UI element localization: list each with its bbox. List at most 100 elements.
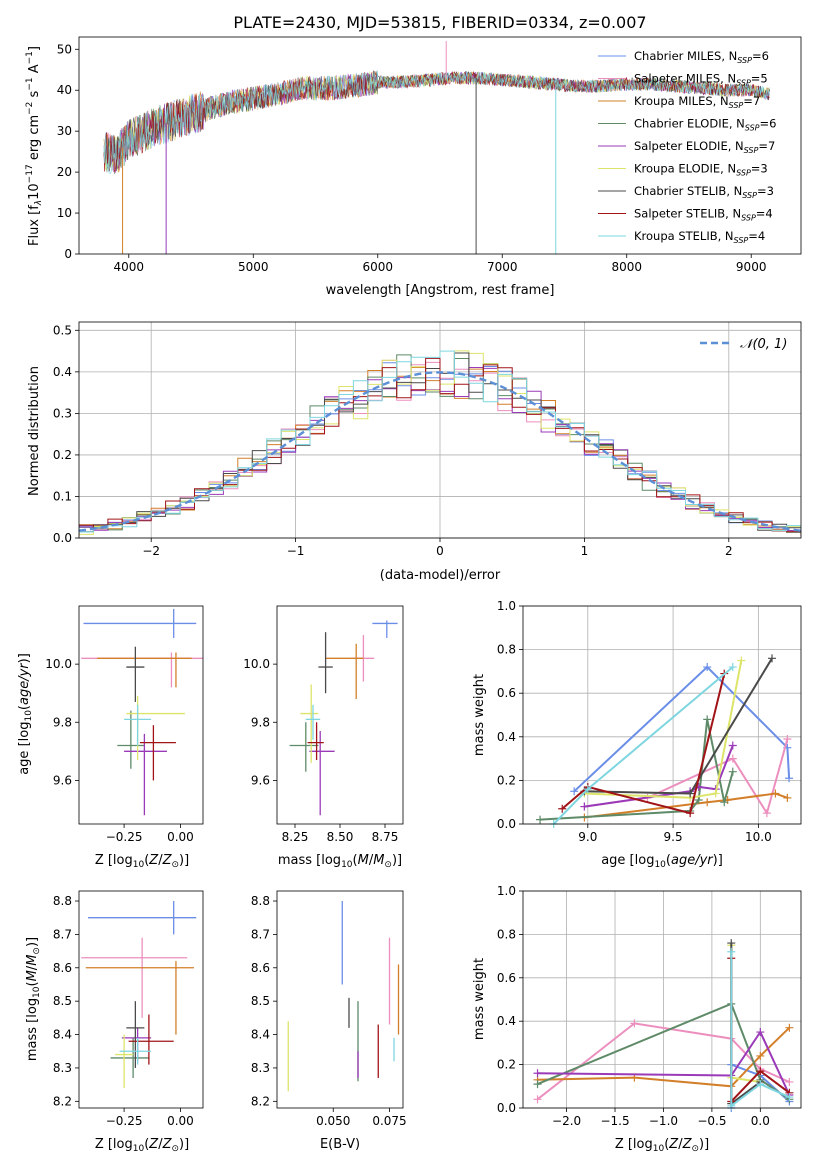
y-tick-label: 8.7 <box>251 927 270 941</box>
weight-marker <box>558 804 567 813</box>
x-tick-label: 9000 <box>736 260 767 274</box>
y-tick-label: 0.0 <box>497 817 516 831</box>
y-tick-label: 10.0 <box>45 657 72 671</box>
y-tick-label: 8.8 <box>53 894 72 908</box>
weight-marker <box>728 754 737 763</box>
residual-histogram-panel: −2 −1 0 1 2 0.0 0.1 0.2 0.3 0.4 0.5 𝒩(0, 1) <box>53 321 802 558</box>
weight-marker <box>533 1069 542 1078</box>
weight-marker <box>728 741 737 750</box>
y-tick-label: 10.0 <box>243 657 270 671</box>
age-vs-mass-panel: 8.25 8.50 8.75 9.6 9.8 10.0 <box>243 605 404 844</box>
x-tick-label: −1.5 <box>600 1114 629 1128</box>
weight-marker <box>720 798 729 807</box>
x-tick-label: 10.0 <box>745 830 772 844</box>
weight-marker <box>533 1095 542 1104</box>
axes-frame <box>522 890 802 1109</box>
x-tick-label: 0.050 <box>316 1114 350 1128</box>
y-tick-label: 30 <box>57 124 72 138</box>
weight-marker <box>727 947 736 956</box>
mass-vs-ebv-panel: 0.050 0.075 8.2 8.3 8.4 8.5 8.6 8.7 8.8 <box>251 890 407 1128</box>
spectrum-panel: 4000 5000 6000 7000 8000 9000 0 10 20 30 40 50 Chabr… <box>57 36 802 274</box>
x-tick-label: 0.0 <box>751 1114 770 1128</box>
weight-marker <box>783 734 792 743</box>
weight-marker <box>728 663 737 672</box>
x-tick-label: −0.25 <box>106 830 143 844</box>
legend-label: Chabrier MILES, NSSP=6 <box>634 49 769 65</box>
histogram-xlabel: (data-model)/error <box>380 568 501 583</box>
legend-label: Salpeter STELIB, NSSP=4 <box>634 207 773 223</box>
weight-vs-age-panel: 9.0 9.5 10.0 0.0 0.2 0.4 0.6 0.8 1.0 <box>497 599 802 844</box>
weight-marker <box>737 656 746 665</box>
weight-marker <box>785 774 794 783</box>
spectrum-ylabel: Flux [fλ10−17 erg cm−2 s−1 A−1] <box>25 46 44 246</box>
weight-marker <box>785 1023 794 1032</box>
y-tick-label: 0.4 <box>497 730 516 744</box>
weight-marker <box>703 715 712 724</box>
legend-label: Kroupa MILES, NSSP=7 <box>634 94 760 110</box>
histogram-ylabel: Normed distribution <box>27 366 42 496</box>
y-tick-label: 0.8 <box>497 927 516 941</box>
y-tick-label: 8.3 <box>251 1061 270 1075</box>
x-tick-label: 9.5 <box>664 830 683 844</box>
x-tick-label: 9.0 <box>578 830 597 844</box>
figure-title: PLATE=2430, MJD=53815, FIBERID=0334, z=0… <box>233 13 646 32</box>
weight-marker <box>756 1051 765 1060</box>
y-tick-label: 9.6 <box>251 773 270 787</box>
weight-marker <box>686 789 695 798</box>
weight-marker <box>580 802 589 811</box>
weight-marker <box>533 1080 542 1089</box>
axes-frame <box>276 890 404 1109</box>
x-tick-label: 8.75 <box>372 830 399 844</box>
y-tick-label: 0.3 <box>53 406 72 420</box>
x-tick-label: 5000 <box>238 260 269 274</box>
weight-Z-ylabel: mass weight <box>472 958 487 1040</box>
age-vs-metallicity-panel: −0.25 0.00 9.6 9.8 10.0 <box>45 605 204 844</box>
x-tick-label: −1.0 <box>649 1114 678 1128</box>
y-tick-label: 0.2 <box>497 773 516 787</box>
weight-marker <box>756 1028 765 1037</box>
weight-marker <box>762 809 771 818</box>
weight-vs-metallicity-panel: −2.0 −1.5 −1.0 −0.5 0.0 0.0 0.2 0.4 0.6 0.8 1.0 <box>497 884 802 1128</box>
y-tick-label: 0.1 <box>53 489 72 503</box>
x-tick-label: 4000 <box>114 260 145 274</box>
y-tick-label: 8.6 <box>53 961 72 975</box>
y-tick-label: 1.0 <box>497 599 516 613</box>
x-tick-label: 0.075 <box>372 1114 406 1128</box>
x-tick-label: 2 <box>725 544 733 558</box>
x-tick-label: 0.00 <box>167 830 194 844</box>
axes-frame <box>78 605 204 825</box>
spectrum-line <box>103 71 770 173</box>
age-Z-xlabel: Z [log10(Z/Z⊙)] <box>95 853 189 870</box>
legend-label: 𝒩(0, 1) <box>740 337 787 352</box>
y-tick-label: 8.4 <box>251 1028 270 1042</box>
weight-marker <box>756 1080 765 1089</box>
y-tick-label: 50 <box>57 42 72 56</box>
x-tick-label: 0 <box>436 544 444 558</box>
weight-marker <box>728 767 737 776</box>
x-tick-label: −0.5 <box>697 1114 726 1128</box>
weight-line <box>537 1002 790 1101</box>
legend-label: Chabrier ELODIE, NSSP=6 <box>634 117 776 133</box>
gaussian-curve <box>78 371 802 532</box>
y-tick-label: 9.8 <box>53 715 72 729</box>
weight-marker <box>768 654 777 663</box>
axes-frame <box>522 605 802 825</box>
age-Z-ylabel: age [log10(age/yr)] <box>17 653 34 775</box>
weight-marker <box>785 1077 794 1086</box>
weight-marker <box>536 815 545 824</box>
y-tick-label: 9.8 <box>251 715 270 729</box>
x-tick-label: 1 <box>581 544 589 558</box>
y-tick-label: 0.4 <box>497 1014 516 1028</box>
weight-Z-xlabel: Z [log10(Z/Z⊙)] <box>615 1137 709 1154</box>
weight-line <box>561 673 726 815</box>
y-tick-label: 1.0 <box>497 884 516 898</box>
weight-age-ylabel: mass weight <box>472 674 487 756</box>
weight-marker <box>570 787 579 796</box>
y-tick-label: 0.4 <box>53 365 72 379</box>
weight-marker <box>711 789 720 798</box>
weight-age-xlabel: age [log10(age/yr)] <box>601 853 723 870</box>
weight-line <box>730 951 790 1108</box>
weight-marker <box>630 1019 639 1028</box>
x-tick-label: −1 <box>287 544 305 558</box>
axes-frame <box>276 605 404 825</box>
